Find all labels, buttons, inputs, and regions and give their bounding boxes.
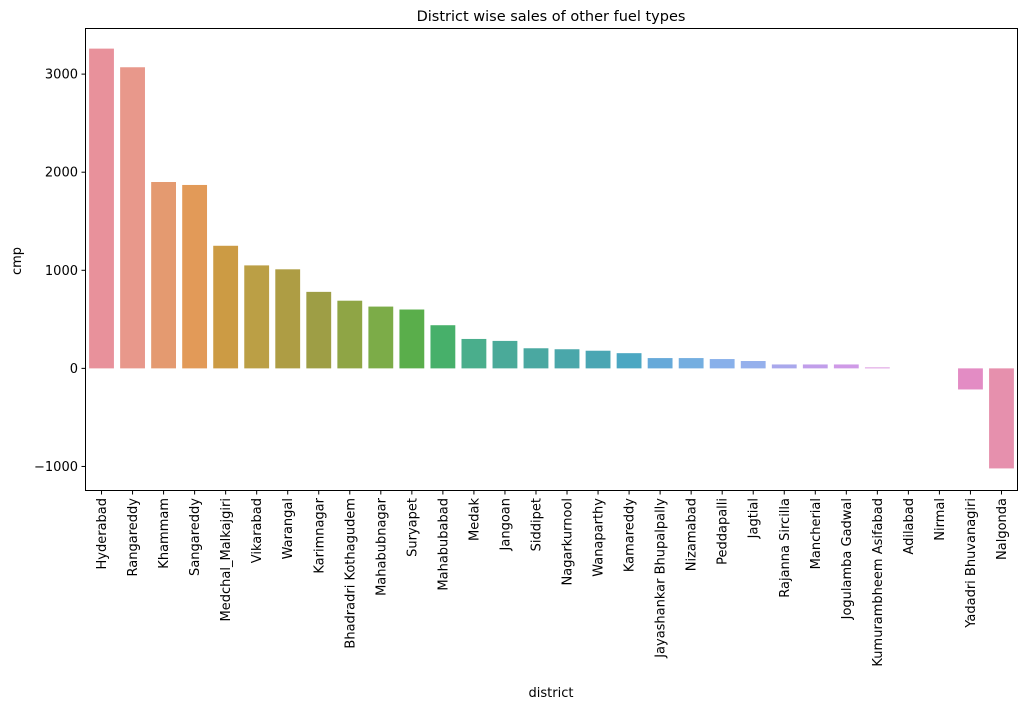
bar-suryapet xyxy=(399,309,425,369)
x-tick-label: Jangoan xyxy=(498,498,513,551)
y-ticks-group: −1000 0 1000 2000 3000 xyxy=(34,68,86,475)
bar-rajanna-sircilla xyxy=(771,364,797,369)
x-tick-label: Nalgonda xyxy=(995,498,1010,560)
bar-mahabubnagar xyxy=(368,306,394,369)
bar-kamareddy xyxy=(616,353,642,369)
bar-mahabubabad xyxy=(430,325,456,369)
x-tick-label: Nirmal xyxy=(933,498,948,541)
y-axis-label: cmp xyxy=(10,247,25,275)
x-tick-label: Hyderabad xyxy=(95,498,110,570)
bar-khammam xyxy=(151,182,176,369)
bar-jogulamba-gadwal xyxy=(833,364,859,369)
x-tick-label: Wanaparthy xyxy=(592,498,607,577)
bar-peddapalli xyxy=(709,359,735,369)
x-tick-label: Mancherial xyxy=(809,498,824,569)
x-tick-label: Nizamabad xyxy=(685,498,700,571)
x-tick-label: Adilabad xyxy=(902,498,917,555)
bar-nizamabad xyxy=(678,358,704,369)
bar-medak xyxy=(461,338,487,369)
bar-vikarabad xyxy=(244,265,270,369)
y-tick-label: 3000 xyxy=(45,68,78,83)
x-tick-label: Suryapet xyxy=(405,498,420,557)
x-tick-label: Medchal_Malkajgiri xyxy=(219,498,234,621)
x-tick-label: Karimnagar xyxy=(312,497,327,573)
bar-hyderabad xyxy=(89,48,114,369)
bar-medchal-malkajgiri xyxy=(213,245,239,369)
bar-sangareddy xyxy=(182,184,208,369)
x-tick-label: Yadadri Bhuvanagiri xyxy=(964,498,979,629)
x-tick-label: Khammam xyxy=(157,498,172,569)
bar-rangareddy xyxy=(120,67,145,369)
bar-yadadri-bhuvanagiri xyxy=(958,368,983,390)
bar-nalgonda xyxy=(989,368,1014,469)
chart-title: District wise sales of other fuel types xyxy=(417,9,686,25)
x-tick-label: Sangareddy xyxy=(188,498,203,576)
x-tick-label: Kamareddy xyxy=(623,498,638,572)
x-tick-label: Bhadradri Kothagudem xyxy=(343,498,358,649)
bar-warangal xyxy=(275,269,301,369)
x-tick-label: Vikarabad xyxy=(250,498,265,563)
x-ticks-group: Hyderabad Rangareddy Khammam Sangareddy Medc… xyxy=(95,490,1010,667)
y-tick-label: 0 xyxy=(70,362,78,377)
x-tick-label: Siddipet xyxy=(529,498,544,551)
bar-jagtial xyxy=(740,361,766,369)
x-tick-label: Kumurambheem Asifabad xyxy=(871,498,886,667)
bar-wanaparthy xyxy=(585,350,611,369)
bar-mancherial xyxy=(802,364,828,369)
bar-siddipet xyxy=(523,348,549,369)
x-tick-label: Medak xyxy=(467,498,482,541)
x-tick-label: Mahabubnagar xyxy=(374,497,389,596)
bar-kumurambheem-asifabad xyxy=(864,367,890,369)
bar-jayashankar-bhupalpally xyxy=(647,358,673,369)
y-tick-label: 1000 xyxy=(45,264,78,279)
bar-bhadradri-kothagudem xyxy=(337,300,363,369)
x-tick-label: Peddapalli xyxy=(716,498,731,565)
x-tick-label: Nagarkurnool xyxy=(561,498,576,586)
plot-frame xyxy=(85,28,1018,491)
bars-group xyxy=(89,48,1014,469)
x-tick-label: Jagtial xyxy=(747,498,762,539)
x-tick-label: Mahabubabad xyxy=(436,498,451,591)
bar-jangoan xyxy=(492,340,518,369)
y-tick-label: −1000 xyxy=(34,460,78,475)
x-axis-label: district xyxy=(529,686,574,701)
x-tick-label: Rajanna Sircilla xyxy=(778,498,793,598)
bar-nagarkurnool xyxy=(554,349,580,369)
x-tick-label: Warangal xyxy=(281,498,296,559)
x-tick-label: Rangareddy xyxy=(126,498,141,577)
bar-karimnagar xyxy=(306,291,332,369)
y-tick-label: 2000 xyxy=(45,166,78,181)
x-tick-label: Jayashankar Bhupalpally xyxy=(654,498,669,659)
x-tick-label: Jogulamba Gadwal xyxy=(840,498,855,620)
